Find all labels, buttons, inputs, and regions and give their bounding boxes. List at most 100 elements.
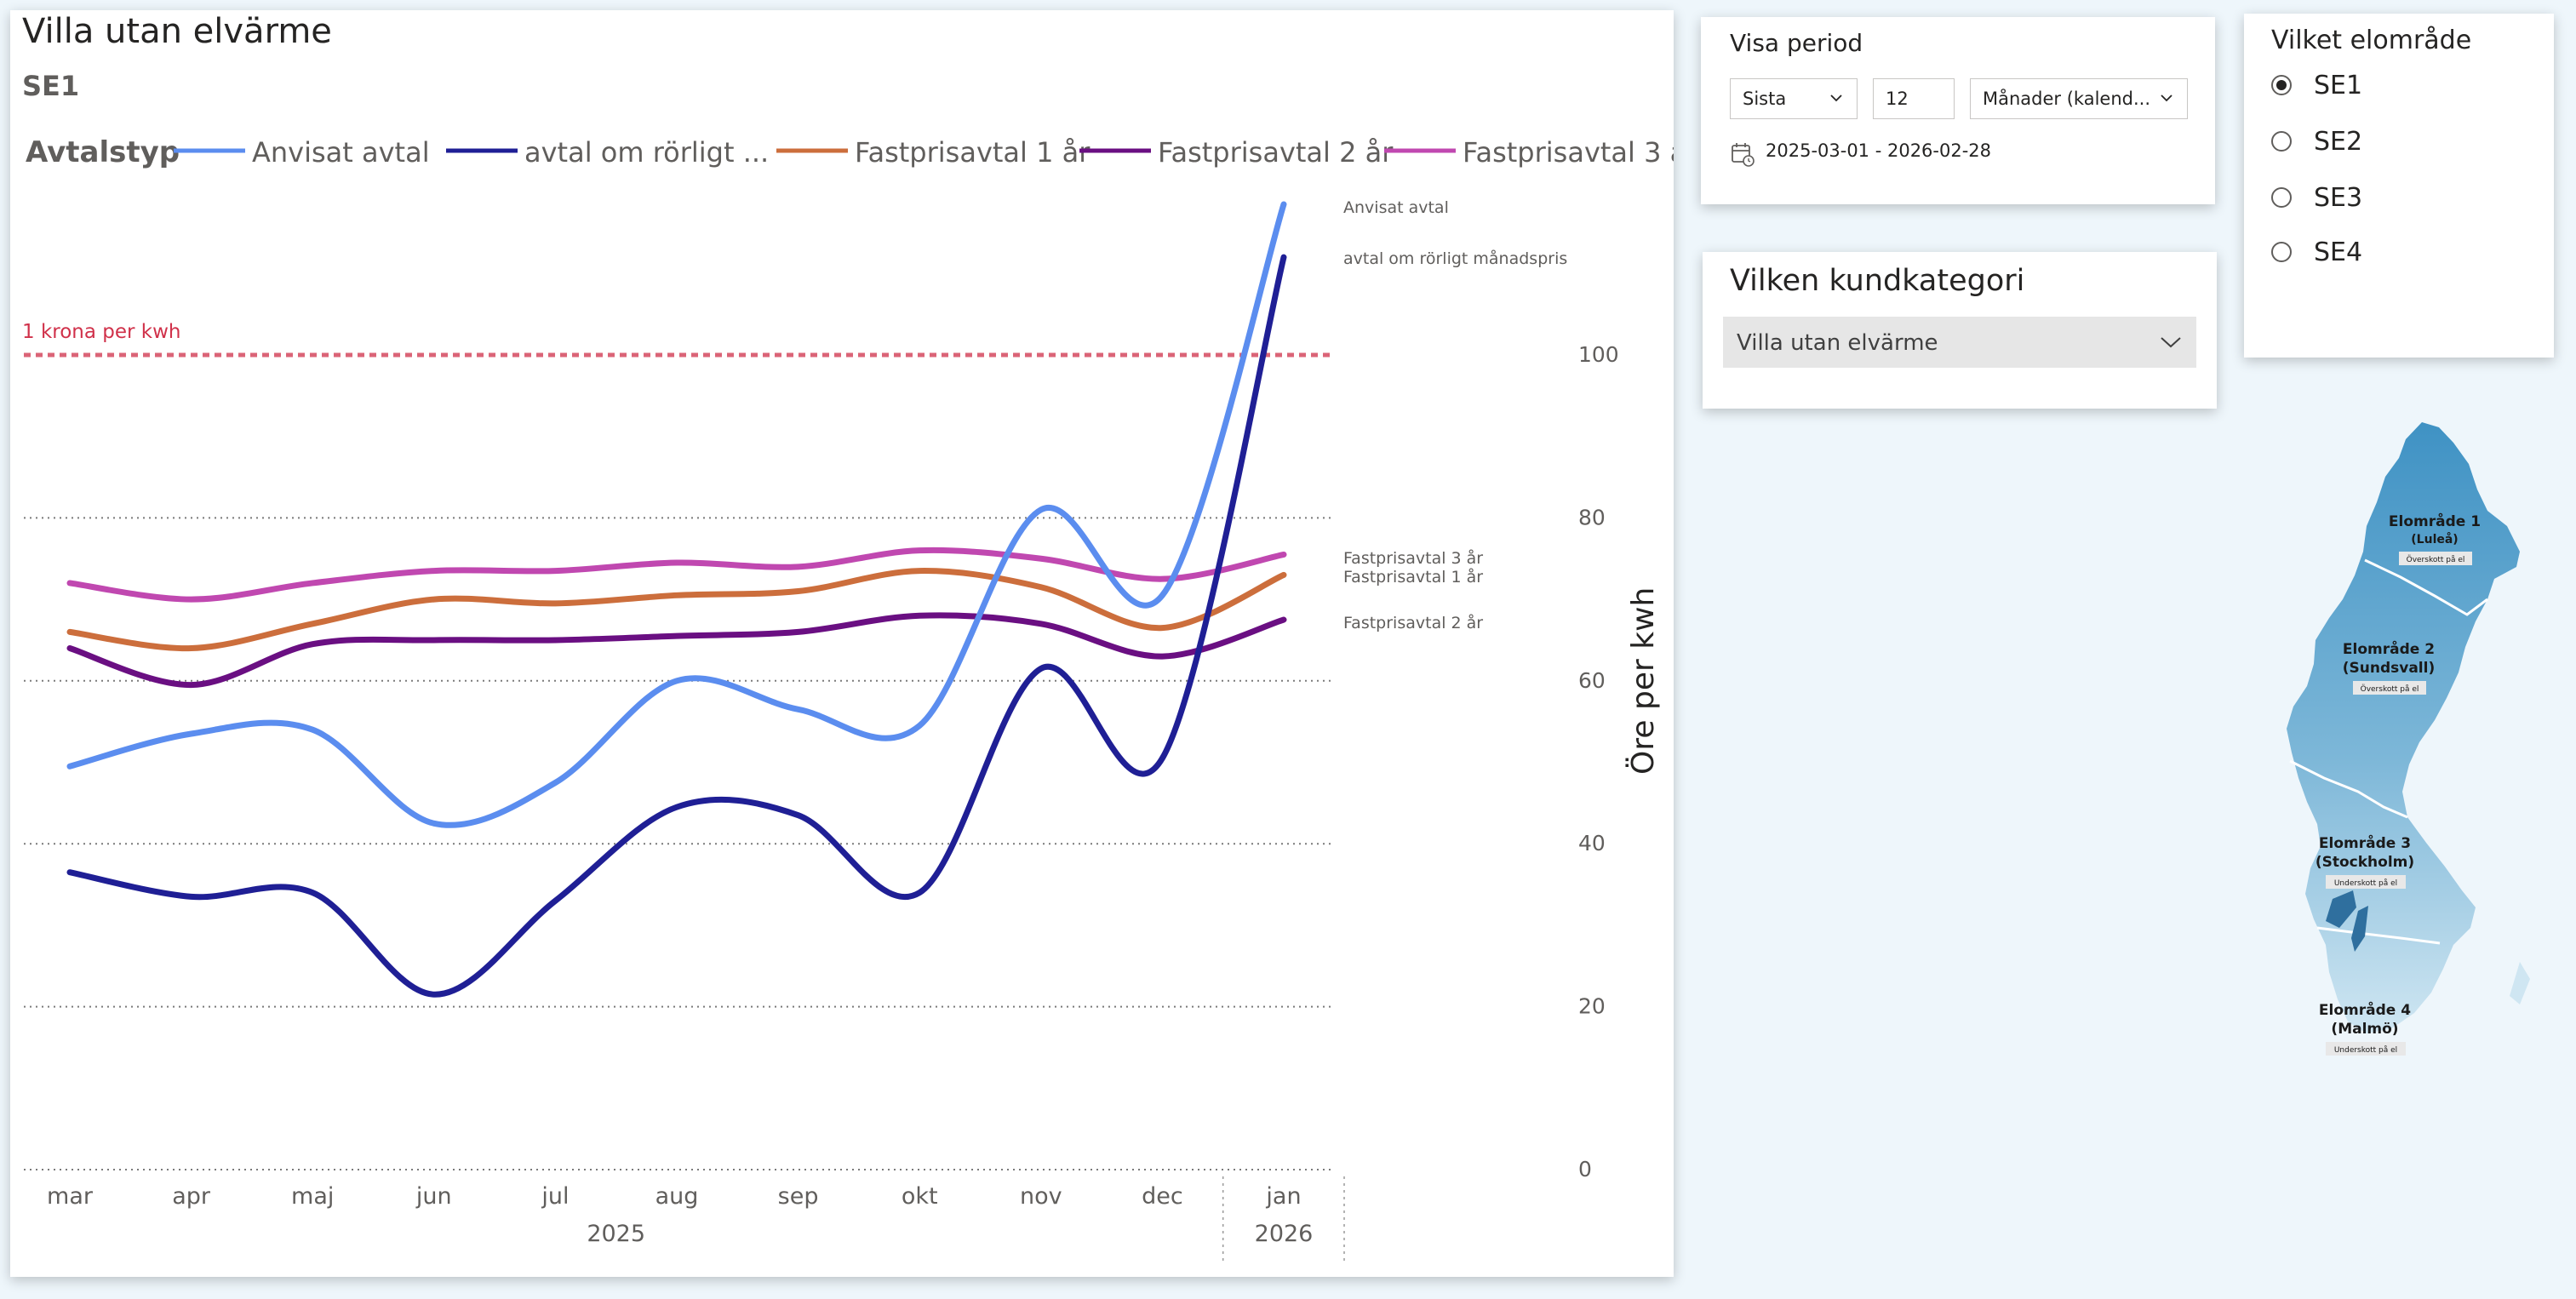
chevron-down-icon xyxy=(2161,94,2172,102)
map-area-4-name: Elområde 4 xyxy=(2319,1000,2411,1019)
map-area-2-badge: Överskott på el xyxy=(2361,684,2419,694)
radio-button[interactable] xyxy=(2271,242,2292,262)
series-end-label: avtal om rörligt månadspris xyxy=(1343,249,1567,268)
legend-entry: Fastprisavtal 2 år xyxy=(1158,136,1394,169)
customer-category-card: Vilken kundkategori Villa utan elvärme xyxy=(1703,252,2217,409)
y-tick-label: 80 xyxy=(1578,505,1606,529)
x-tick-label: nov xyxy=(1020,1183,1062,1210)
x-tick-label: mar xyxy=(47,1183,94,1210)
legend-entry: avtal om rörligt ... xyxy=(524,136,769,169)
map-area-3-badge-bg xyxy=(2326,875,2406,889)
lake-vanern-shape xyxy=(2326,890,2356,928)
y-tick-label: 0 xyxy=(1578,1157,1592,1182)
map-area-1-badge: Överskott på el xyxy=(2407,555,2465,564)
series-end-label: Fastprisavtal 2 år xyxy=(1343,613,1483,632)
series-end-label: Fastprisavtal 1 år xyxy=(1343,567,1483,587)
x-tick-label: maj xyxy=(291,1183,334,1210)
map-area-1-city: (Luleå) xyxy=(2411,532,2458,546)
line-chart-card: Villa utan elvärme SE1 Avtalstyp Anvisat … xyxy=(10,10,1674,1277)
series-end-label: Fastprisavtal 3 år xyxy=(1343,548,1483,568)
y-tick-label: 20 xyxy=(1578,994,1606,1019)
x-tick-label: jul xyxy=(541,1183,569,1210)
map-area-2-name: Elområde 2 xyxy=(2343,639,2435,658)
x-tick-label: sep xyxy=(778,1183,819,1210)
period-count-value: 12 xyxy=(1886,89,1909,109)
radio-label: SE1 xyxy=(2314,70,2363,100)
radio-label: SE2 xyxy=(2314,126,2363,157)
radio-label: SE4 xyxy=(2314,237,2363,267)
y-tick-label: 100 xyxy=(1578,342,1619,367)
period-filter-card: Visa period Sista 12 Månader (kalend... … xyxy=(1701,17,2215,204)
chart-subtitle: SE1 xyxy=(22,70,79,102)
y-tick-label: 40 xyxy=(1578,831,1606,856)
chart-gridlines xyxy=(24,517,1335,1170)
customer-category-value: Villa utan elvärme xyxy=(1737,330,1938,356)
map-area-2-badge-bg xyxy=(2353,681,2426,695)
series-line xyxy=(66,546,1287,603)
period-count-input[interactable]: 12 xyxy=(1873,78,1955,119)
x-tick-label: dec xyxy=(1142,1183,1183,1210)
lake-vattern-shape xyxy=(2351,906,2368,952)
map-area-4-badge: Underskott på el xyxy=(2334,1045,2397,1055)
calendar-icon[interactable] xyxy=(1730,141,1755,167)
y-tick-label: 60 xyxy=(1578,668,1606,693)
series-line xyxy=(66,201,1287,828)
x-tick-label: jun xyxy=(415,1183,452,1210)
chart-title: Villa utan elvärme xyxy=(22,12,332,51)
x-axis: mar apr maj jun jul aug sep okt nov dec jan 2025 202… xyxy=(47,1176,1345,1262)
x-tick-label: apr xyxy=(172,1183,211,1210)
area-border-2-3 xyxy=(2289,759,2408,819)
x-tick-label: jan xyxy=(1265,1183,1301,1210)
period-range-text: 2025-03-01 - 2026-02-28 xyxy=(1766,140,1992,161)
line-chart: Villa utan elvärme SE1 Avtalstyp Anvisat … xyxy=(22,12,1674,1262)
map-area-4-badge-bg xyxy=(2326,1042,2406,1056)
legend-entry: Anvisat avtal xyxy=(252,136,430,169)
legend-entry: Fastprisavtal 1 år xyxy=(855,136,1091,169)
series-end-label: Anvisat avtal xyxy=(1343,198,1449,217)
map-area-3-city: (Stockholm) xyxy=(2316,854,2414,871)
period-title: Visa period xyxy=(1730,29,1863,57)
period-unit-dropdown[interactable]: Månader (kalend... xyxy=(1970,78,2188,119)
map-area-3-name: Elområde 3 xyxy=(2319,833,2411,852)
map-area-1-badge-bg xyxy=(2399,552,2472,565)
customer-category-dropdown[interactable]: Villa utan elvärme xyxy=(1723,317,2196,368)
series-lines xyxy=(66,201,1287,998)
radio-option-se1[interactable]: SE1 xyxy=(2271,68,2362,102)
map-area-4-city: (Malmö) xyxy=(2331,1021,2398,1038)
map-area-2-city: (Sundsvall) xyxy=(2343,660,2435,677)
series-line xyxy=(66,254,1287,998)
radio-option-se3[interactable]: SE3 xyxy=(2271,180,2362,215)
x-tick-label: okt xyxy=(902,1183,938,1210)
customer-category-title: Vilken kundkategori xyxy=(1730,264,2025,298)
map-area-3-badge: Underskott på el xyxy=(2334,878,2397,888)
chevron-down-icon xyxy=(1830,94,1842,102)
radio-label: SE3 xyxy=(2314,182,2363,213)
reference-line-group: 1 krona per kwh xyxy=(22,321,1335,358)
radio-option-se4[interactable]: SE4 xyxy=(2271,235,2362,269)
x-tick-label: aug xyxy=(655,1183,699,1210)
period-relative-dropdown[interactable]: Sista xyxy=(1730,78,1858,119)
price-area-card: Vilket elområde SE1 SE2 SE3 SE4 xyxy=(2244,14,2554,358)
series-line xyxy=(66,612,1287,689)
period-unit-value: Månader (kalend... xyxy=(1983,89,2150,109)
series-line xyxy=(66,568,1287,652)
y-axis: 0 20 40 60 80 100 xyxy=(1578,342,1619,1182)
legend-entry: Fastprisavtal 3 år xyxy=(1463,136,1674,169)
price-area-title: Vilket elområde xyxy=(2271,26,2472,55)
area-border-3-4 xyxy=(2316,926,2441,945)
x-group-label: 2026 xyxy=(1255,1221,1314,1247)
chevron-down-icon xyxy=(2161,337,2181,348)
period-relative-value: Sista xyxy=(1743,89,1787,109)
y-axis-title: Öre per kwh xyxy=(1625,587,1661,775)
chart-legend: Avtalstyp Anvisat avtal avtal om rörligt .… xyxy=(26,135,1674,169)
sweden-price-area-map: Elområde 1 (Luleå) Överskott på el Elomr… xyxy=(2287,422,2530,1056)
radio-option-se2[interactable]: SE2 xyxy=(2271,124,2362,158)
map-area-1-name: Elområde 1 xyxy=(2389,512,2481,530)
x-group-label: 2025 xyxy=(587,1221,645,1247)
reference-line-label: 1 krona per kwh xyxy=(22,321,181,343)
radio-button[interactable] xyxy=(2271,131,2292,152)
area-border-1-2 xyxy=(2364,558,2488,616)
radio-button[interactable] xyxy=(2271,75,2292,95)
radio-button[interactable] xyxy=(2271,187,2292,208)
gotland-shape xyxy=(2510,962,2530,1004)
